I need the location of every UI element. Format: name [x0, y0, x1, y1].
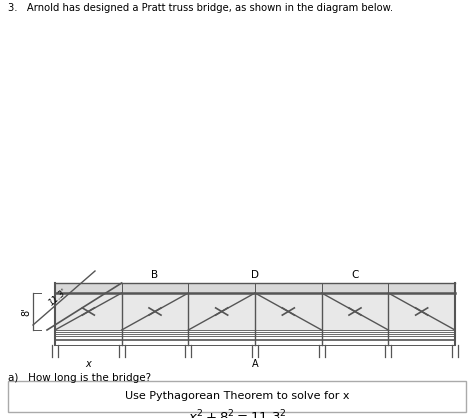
Text: A: A [252, 359, 258, 369]
Bar [55, 283, 455, 293]
Bar [55, 293, 455, 330]
Text: D: D [251, 270, 259, 280]
Text: B: B [151, 270, 159, 280]
Text: 11.3': 11.3' [47, 287, 69, 308]
Text: x: x [85, 359, 91, 369]
FancyBboxPatch shape [8, 381, 466, 412]
Text: Use Pythagorean Theorem to solve for x: Use Pythagorean Theorem to solve for x [125, 391, 349, 401]
Text: C: C [351, 270, 359, 280]
Text: 3.   Arnold has designed a Pratt truss bridge, as shown in the diagram below.: 3. Arnold has designed a Pratt truss bri… [8, 3, 393, 13]
Text: $x^{2} + 8^{2} = 11.3^{2}$: $x^{2} + 8^{2} = 11.3^{2}$ [188, 409, 286, 418]
Text: a)   How long is the bridge?: a) How long is the bridge? [8, 373, 151, 383]
Text: 8': 8' [21, 307, 31, 316]
